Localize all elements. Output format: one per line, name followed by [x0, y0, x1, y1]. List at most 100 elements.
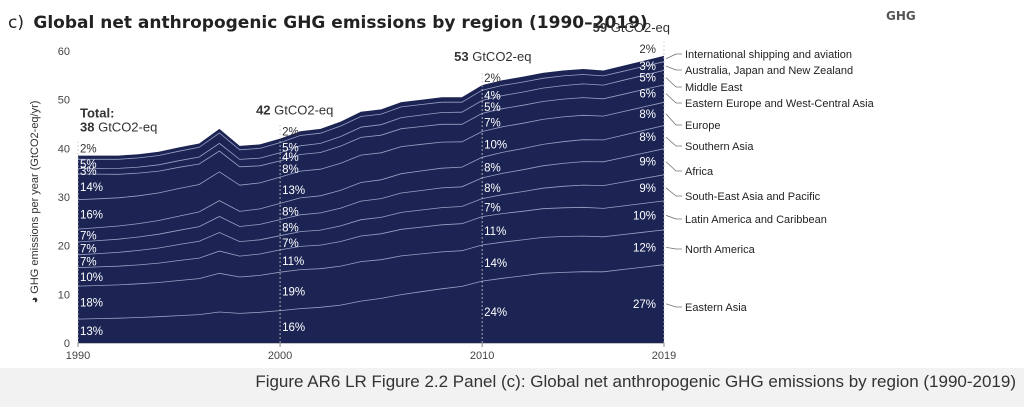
total-annotation-1990: Total:	[80, 106, 114, 121]
x-tick-label: 2010	[470, 350, 494, 362]
x-tick-label: 2000	[268, 350, 292, 362]
value-label-2000-southern-asia: 8%	[282, 206, 299, 218]
legend-europe: Europe	[685, 120, 720, 132]
x-tick-label: 2019	[652, 350, 676, 362]
leader-line-north-america	[665, 246, 677, 250]
y-tick-label: 30	[58, 192, 70, 204]
y-tick-label: 50	[58, 95, 70, 107]
value-label-2010-south-east-asia-and-pacific: 7%	[484, 203, 501, 215]
value-label-2019-eastern-europe-and-west-central-asia: 6%	[639, 89, 656, 101]
legend-australia-japan-and-new-zealand: Australia, Japan and New Zealand	[685, 65, 853, 77]
value-label-2019-eastern-asia: 27%	[633, 299, 656, 311]
y-axis-label: ◕ GHG emissions per year (GtCO2-eq/yr)	[29, 101, 41, 304]
value-label-2010-latin-america-and-caribbean: 11%	[484, 226, 506, 238]
value-label-2000-north-america: 19%	[282, 286, 305, 298]
value-label-2010-australia-japan-and-new-zealand: 4%	[484, 90, 501, 102]
total-annotation-2019: 59 GtCO2-eq	[593, 20, 670, 35]
total-annotation-2010: 53 GtCO2-eq	[454, 49, 531, 64]
value-label-1990-africa: 7%	[80, 243, 97, 255]
value-label-2000-international-shipping-and-aviation: 2%	[282, 127, 299, 139]
value-label-2010-international-shipping-and-aviation: 2%	[484, 73, 501, 85]
value-label-2019-middle-east: 5%	[639, 73, 656, 85]
value-label-2000-australia-japan-and-new-zealand: 5%	[282, 143, 299, 155]
value-label-2019-africa: 9%	[639, 157, 656, 169]
leader-line-middle-east	[665, 77, 677, 88]
y-tick-label: 10	[58, 289, 70, 301]
value-label-2000-europe: 13%	[282, 185, 305, 197]
value-label-1990-international-shipping-and-aviation: 2%	[80, 144, 97, 156]
chart-title: c) Global net anthropogenic GHG emission…	[8, 13, 648, 33]
boundary-australia-japan-and-new-zealand	[78, 61, 665, 160]
value-label-1990-eastern-asia: 13%	[80, 326, 103, 338]
panel-letter: c)	[8, 13, 24, 33]
value-label-2000-south-east-asia-and-pacific: 7%	[282, 238, 299, 250]
value-label-2010-southern-asia: 8%	[484, 163, 501, 175]
ghg-tag: GHG	[886, 9, 916, 23]
figure-caption: Figure AR6 LR Figure 2.2 Panel (c): Glob…	[255, 372, 1016, 391]
boundary-eastern-europe-and-west-central-asia	[77, 84, 665, 175]
value-label-1990-australia-japan-and-new-zealand: 5%	[80, 159, 97, 171]
total-annotation-1990: 38 GtCO2-eq	[80, 120, 157, 135]
legend-eastern-europe-and-west-central-asia: Eastern Europe and West-Central Asia	[685, 98, 875, 110]
boundary-south-east-asia-and-pacific	[77, 174, 665, 256]
value-label-2010-eastern-europe-and-west-central-asia: 7%	[484, 117, 501, 129]
leader-line-latin-america-and-caribbean	[665, 215, 677, 220]
value-label-1990-europe: 16%	[80, 209, 103, 221]
value-label-1990-latin-america-and-caribbean: 10%	[80, 272, 103, 284]
y-tick-label: 60	[58, 46, 70, 58]
value-label-2010-africa: 8%	[484, 183, 501, 195]
value-label-2000-eastern-europe-and-west-central-asia: 8%	[282, 164, 299, 176]
value-label-2019-south-east-asia-and-pacific: 9%	[639, 183, 656, 195]
value-label-1990-south-east-asia-and-pacific: 7%	[80, 256, 97, 268]
legend-africa: Africa	[685, 166, 714, 178]
title-text: Global net anthropogenic GHG emissions b…	[33, 13, 647, 33]
value-label-2019-north-america: 12%	[633, 242, 656, 254]
legend-south-east-asia-and-pacific: South-East Asia and Pacific	[685, 191, 821, 203]
boundary-middle-east	[78, 70, 665, 169]
boundary-eastern-asia	[77, 264, 665, 320]
value-label-1990-middle-east: 3%	[80, 166, 97, 178]
y-tick-label: 40	[58, 143, 70, 155]
boundary-north-america	[77, 229, 665, 287]
legend-international-shipping-and-aviation: International shipping and aviation	[685, 49, 852, 61]
value-label-2019-europe: 8%	[639, 109, 656, 121]
value-label-2019-international-shipping-and-aviation: 2%	[639, 44, 656, 56]
x-tick-label: 1990	[66, 350, 90, 362]
leader-line-australia-japan-and-new-zealand	[665, 65, 677, 71]
value-label-2010-europe: 10%	[484, 139, 507, 151]
y-tick-label: 0	[64, 338, 70, 350]
value-label-2000-middle-east: 4%	[282, 152, 299, 164]
value-label-2010-middle-east: 5%	[484, 102, 501, 114]
leader-line-eastern-europe-and-west-central-asia	[665, 93, 677, 104]
total-annotation-2000: 42 GtCO2-eq	[256, 103, 333, 118]
emissions-area-chart: c) Global net anthropogenic GHG emission…	[8, 9, 916, 362]
boundary-latin-america-and-caribbean	[77, 200, 665, 269]
value-label-2000-latin-america-and-caribbean: 11%	[282, 256, 304, 268]
legend-southern-asia: Southern Asia	[685, 141, 754, 153]
value-label-2000-africa: 8%	[282, 223, 299, 235]
value-label-1990-southern-asia: 7%	[80, 231, 97, 243]
y-tick-label: 20	[58, 241, 70, 253]
value-label-2019-southern-asia: 8%	[639, 132, 656, 144]
leader-line-international-shipping-and-aviation	[665, 53, 677, 60]
leader-line-eastern-asia	[665, 303, 677, 308]
leader-line-south-east-asia-and-pacific	[665, 187, 677, 197]
legend-eastern-asia: Eastern Asia	[685, 302, 748, 314]
leader-line-africa	[665, 161, 677, 172]
value-label-1990-eastern-europe-and-west-central-asia: 14%	[80, 182, 103, 194]
value-label-2000-eastern-asia: 16%	[282, 322, 305, 334]
value-label-2019-latin-america-and-caribbean: 10%	[633, 210, 656, 222]
value-label-2010-north-america: 14%	[484, 258, 507, 270]
legend-middle-east: Middle East	[685, 82, 742, 94]
value-label-2010-eastern-asia: 24%	[484, 307, 507, 319]
plot-area: 0 10 20 30 40 50 60 1990 2000 2010 2019 ◕ GHG emiss…	[29, 20, 875, 362]
figure-panel: c) Global net anthropogenic GHG emission…	[0, 0, 1024, 368]
leader-line-southern-asia	[665, 136, 677, 147]
boundary-africa	[77, 148, 665, 243]
boundary-southern-asia	[77, 125, 665, 230]
legend-north-america: North America	[685, 244, 756, 256]
value-label-1990-north-america: 18%	[80, 298, 103, 310]
leader-line-europe	[665, 113, 677, 126]
boundary-europe	[77, 101, 665, 201]
value-label-2019-australia-japan-and-new-zealand: 3%	[639, 61, 656, 73]
